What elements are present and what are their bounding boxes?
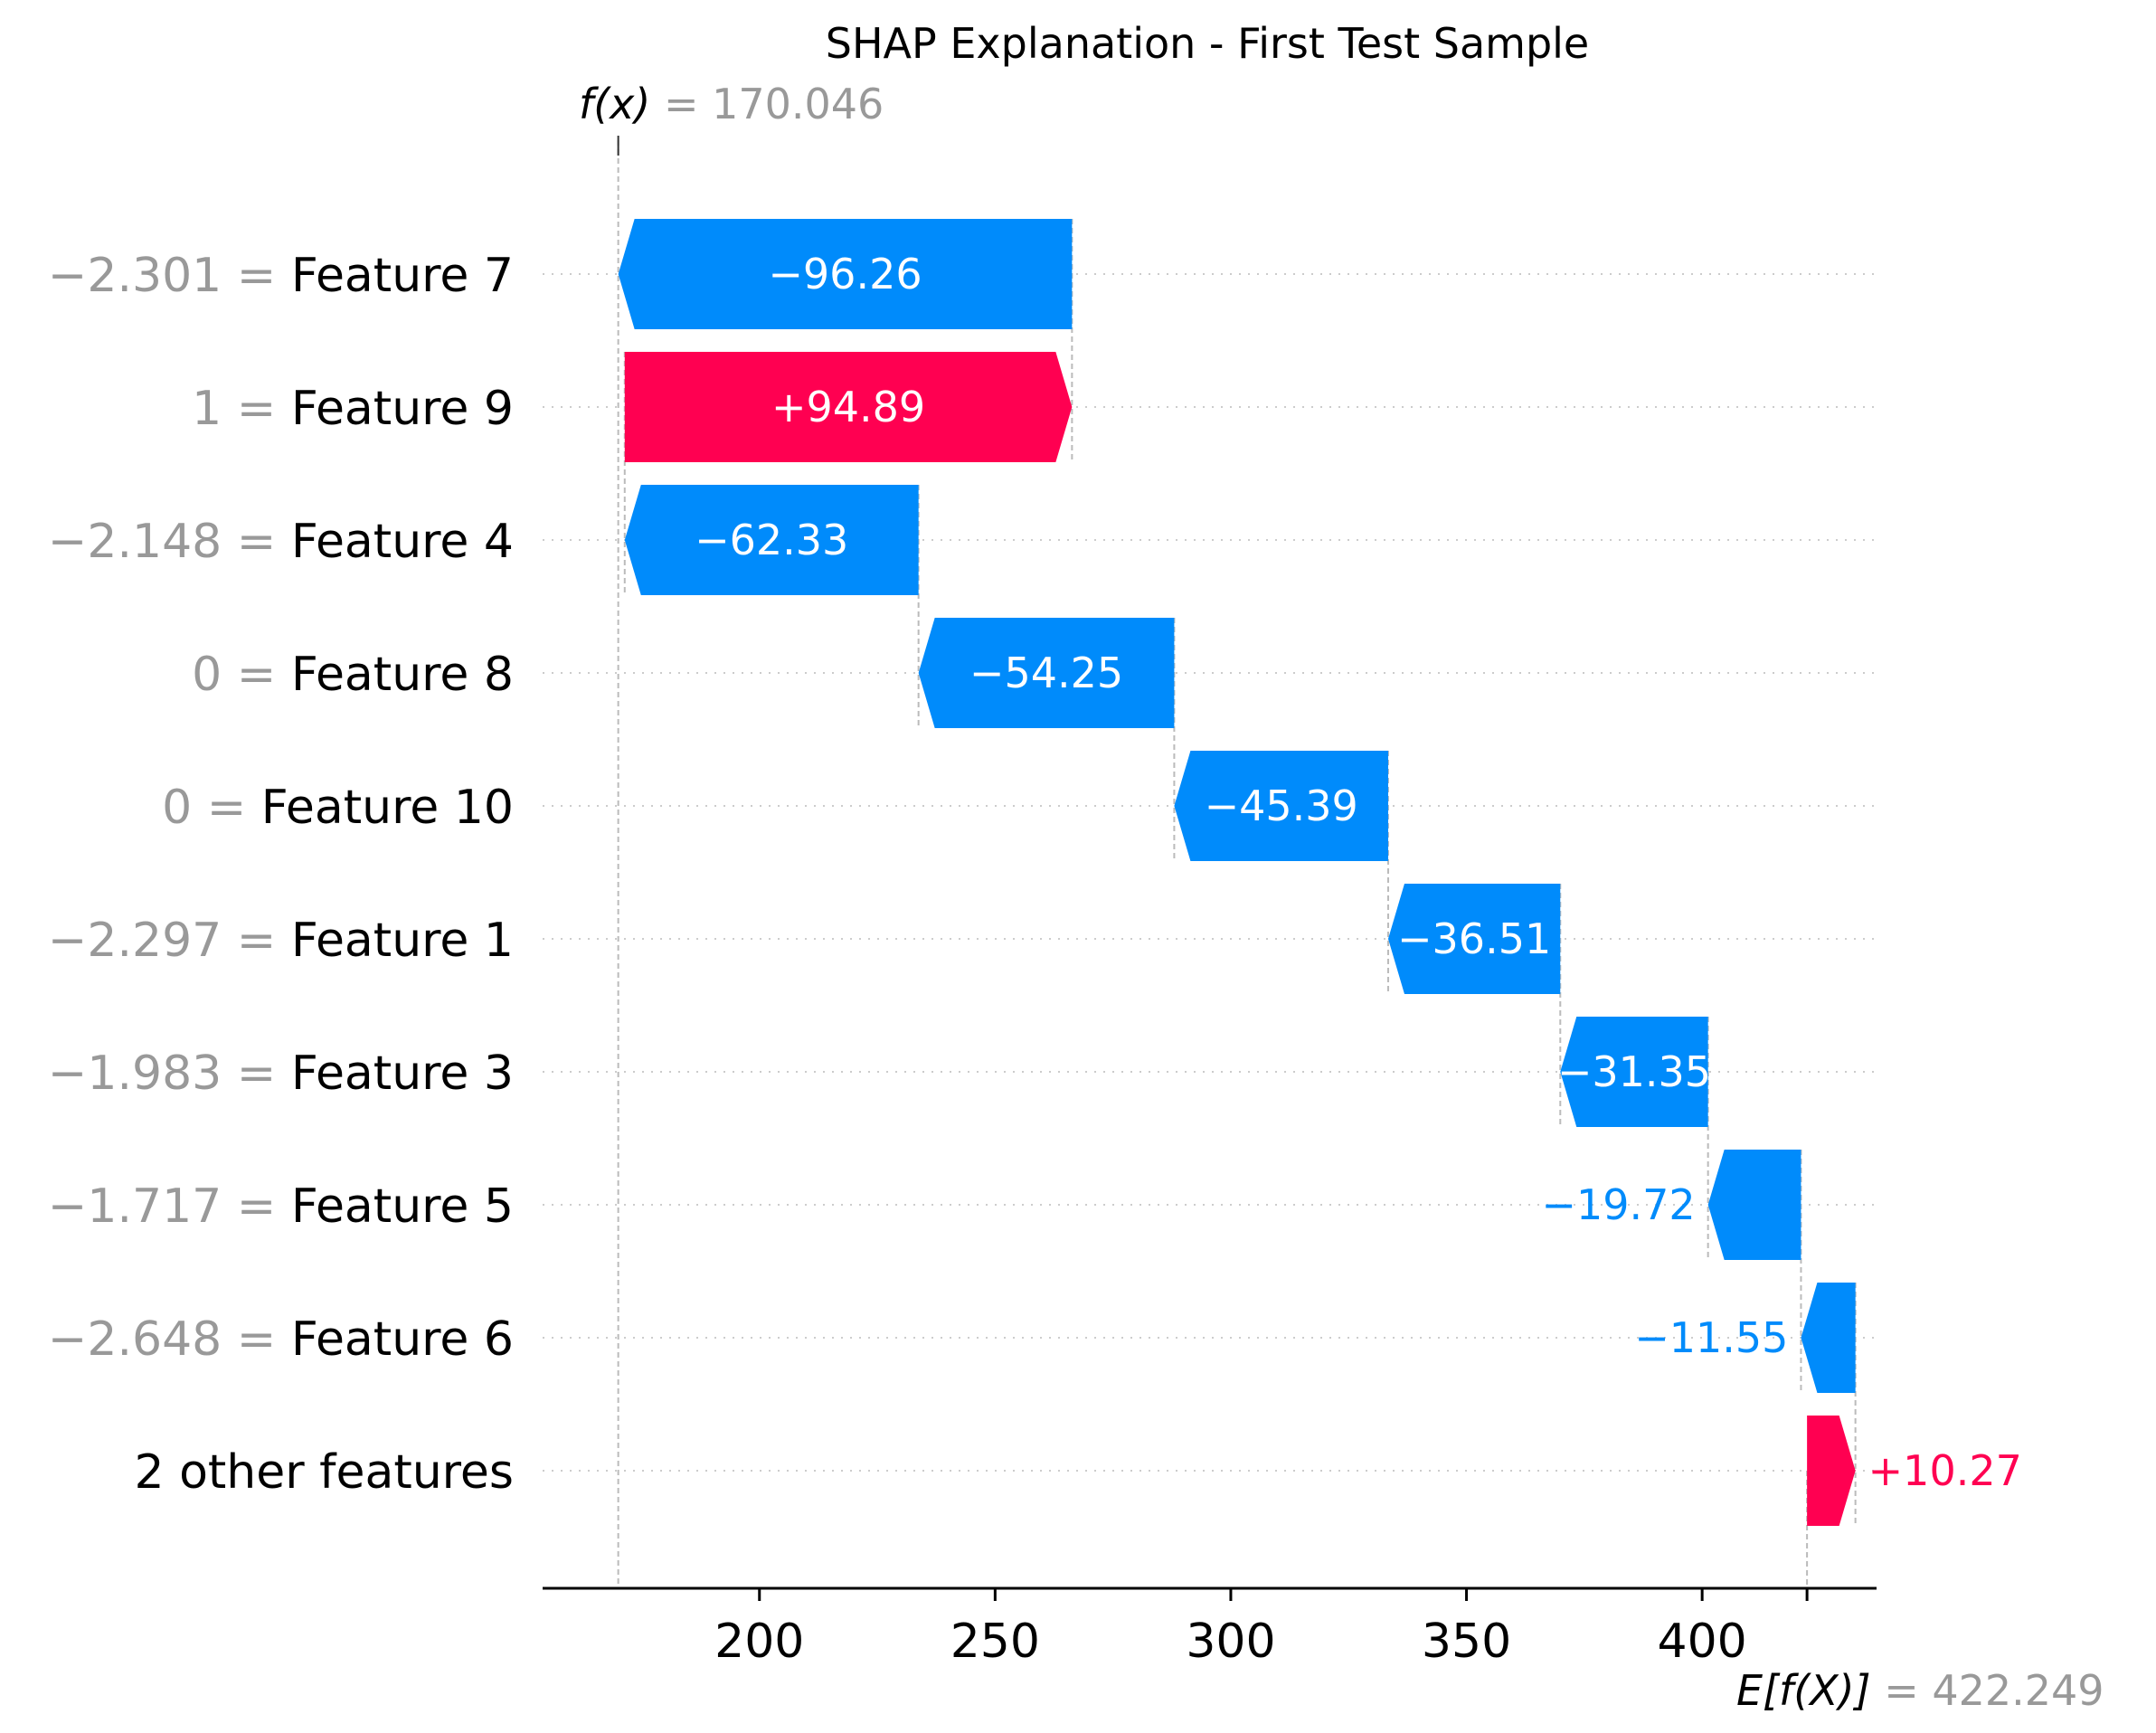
chart-title: SHAP Explanation - First Test Sample: [826, 19, 1590, 68]
annotations: f(x) = 170.046 E[f(X)] = 422.249: [579, 80, 2104, 1715]
negative-bar: [624, 485, 919, 595]
x-tick-label: 200: [714, 1615, 804, 1669]
fx-symbol: f(x): [579, 80, 664, 128]
feature-name: Feature 1: [291, 914, 514, 968]
feature-label: −2.297 = Feature 1: [48, 914, 514, 968]
bar-value-label: −96.26: [768, 250, 922, 298]
feature-value: 1 =: [192, 382, 291, 436]
x-tick-label: 400: [1658, 1615, 1747, 1669]
expected-symbol: E[f(X)]: [1736, 1666, 1884, 1715]
bar-value-label: −11.55: [1634, 1313, 1788, 1362]
feature-name: Feature 7: [291, 249, 514, 303]
negative-bar: [918, 618, 1175, 728]
fx-annotation: f(x) = 170.046: [579, 80, 884, 128]
bar-value-label: −45.39: [1205, 781, 1358, 830]
feature-name: Feature 9: [291, 382, 514, 436]
feature-label: 2 other features: [134, 1445, 514, 1500]
negative-bar: [1174, 751, 1388, 861]
feature-value: 0 =: [192, 648, 291, 702]
feature-value: 0 =: [162, 781, 261, 835]
bar-value-label: −54.25: [969, 649, 1123, 697]
feature-name: Feature 5: [291, 1179, 514, 1234]
x-tick-label: 250: [950, 1615, 1040, 1669]
feature-value: −1.983 =: [48, 1046, 291, 1101]
bar-value-label: +94.89: [771, 383, 925, 431]
expected-value: = 422.249: [1884, 1666, 2104, 1715]
feature-name: Feature 10: [261, 781, 514, 835]
positive-bar: [1807, 1416, 1856, 1526]
bar-value-label: −62.33: [695, 516, 848, 564]
negative-bar: [1801, 1283, 1856, 1393]
feature-name: Feature 6: [291, 1312, 514, 1367]
x-tick-label: 350: [1422, 1615, 1511, 1669]
negative-bar: [1707, 1150, 1801, 1260]
feature-name: 2 other features: [134, 1445, 514, 1500]
feature-label: 1 = Feature 9: [192, 382, 514, 436]
feature-value: −2.297 =: [48, 914, 291, 968]
positive-bar: [624, 352, 1073, 462]
feature-value: −2.648 =: [48, 1312, 291, 1367]
negative-bar: [1387, 884, 1561, 994]
bar-value-label: −19.72: [1541, 1180, 1695, 1229]
feature-value: −2.301 =: [48, 249, 291, 303]
feature-name: Feature 3: [291, 1046, 514, 1101]
feature-labels: −2.301 = Feature 7 1 = Feature 9 −2.148 = …: [48, 249, 514, 1500]
negative-bar: [618, 219, 1073, 329]
x-tick-label: 300: [1186, 1615, 1275, 1669]
feature-name: Feature 8: [291, 648, 514, 702]
feature-label: −1.983 = Feature 3: [48, 1046, 514, 1101]
feature-label: 0 = Feature 10: [162, 781, 514, 835]
negative-bar: [1560, 1017, 1708, 1127]
bar-value-label: +10.27: [1868, 1446, 2022, 1495]
bar-value-label: −31.35: [1557, 1047, 1711, 1096]
x-axis: 200 250 300 350 400: [543, 1586, 1877, 1669]
feature-label: −2.148 = Feature 4: [48, 515, 514, 569]
bar-value-label: −36.51: [1397, 914, 1551, 963]
bar-labels: −96.26 +94.89 −62.33 −54.25 −45.39 −36.51 −31.…: [695, 250, 2022, 1495]
feature-label: 0 = Feature 8: [192, 648, 514, 702]
feature-label: −2.301 = Feature 7: [48, 249, 514, 303]
feature-label: −1.717 = Feature 5: [48, 1179, 514, 1234]
feature-label: −2.648 = Feature 6: [48, 1312, 514, 1367]
feature-value: −2.148 =: [48, 515, 291, 569]
feature-name: Feature 4: [291, 515, 514, 569]
fx-value: = 170.046: [664, 80, 884, 128]
bars-layer: [618, 219, 1856, 1526]
expected-annotation: E[f(X)] = 422.249: [1736, 1666, 2104, 1715]
feature-value: −1.717 =: [48, 1179, 291, 1234]
